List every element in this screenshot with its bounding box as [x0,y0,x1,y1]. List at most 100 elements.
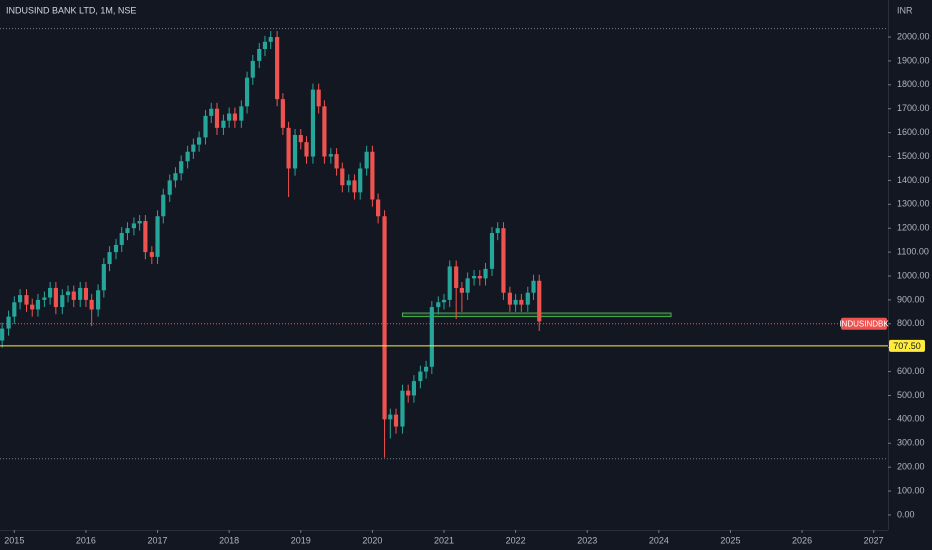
y-tick-label: 1000.00 [897,270,930,280]
candle-body [465,278,470,293]
candle-body [155,216,160,257]
candle-body [60,295,65,308]
candle-body [78,287,83,300]
candle-body [42,297,47,300]
x-tick-label: 2025 [720,535,740,545]
x-tick-label: 2020 [362,535,382,545]
candle-body [268,37,273,42]
candle-body [96,290,101,310]
candle-body [214,108,220,128]
candle-body [507,292,512,305]
x-tick-label: 2026 [792,535,812,545]
candle-body [304,142,309,157]
candle-body [334,154,339,169]
x-tick-label: 2016 [76,535,96,545]
candle-body [275,37,280,100]
candle-body [364,151,369,169]
candle-body [83,287,89,300]
candle-body [310,89,316,157]
candle-body [250,60,255,78]
candle-body [298,135,303,143]
candle-body [477,275,482,279]
candle-body [257,48,262,61]
candle-body [429,307,434,367]
candle-body [232,113,237,121]
candle-body [436,302,441,308]
x-tick-label: 2017 [148,535,168,545]
candle-body [173,173,178,181]
candle-body [30,304,35,310]
y-tick-label: 600.00 [897,366,925,376]
x-tick-label: 2015 [4,535,24,545]
x-tick-label: 2018 [219,535,239,545]
candle-body [406,390,411,396]
candle-body [0,328,5,341]
x-tick-label: 2024 [649,535,669,545]
candle-body [418,371,423,382]
y-tick-label: 900.00 [897,294,925,304]
candle-body [495,228,500,233]
candle-body [454,266,459,288]
candle-body [393,414,399,427]
candle-body [471,275,477,279]
x-tick-label: 2027 [864,535,884,545]
candle-body [244,77,250,107]
level-label: 707.50 [893,341,921,351]
candle-body [322,106,327,157]
candle-body [280,99,285,128]
candle-body [382,216,387,420]
candle-body [537,280,542,322]
y-tick-label: 1200.00 [897,223,930,233]
candle-body [125,228,130,233]
y-tick-label: 1100.00 [897,246,929,256]
x-tick-label: 2023 [577,535,597,545]
candle-body [441,299,447,303]
candle-body [376,199,381,217]
candle-body [286,127,291,169]
y-tick-label: 1400.00 [897,175,930,185]
candle-body [101,264,106,291]
candle-body [71,291,76,300]
candle-body [179,161,184,174]
candle-body [388,414,393,420]
candle-body [221,120,226,128]
candle-body [352,180,357,193]
chart-title: INDUSIND BANK LTD, 1M, NSE [6,5,136,15]
y-tick-label: 100.00 [897,485,925,495]
y-tick-label: 2000.00 [897,31,930,41]
candle-body [149,252,154,257]
currency-label: INR [897,5,913,15]
candle-body [35,299,41,310]
candle-body [12,302,17,317]
plot [0,28,888,460]
candle-body [203,115,208,138]
y-tick-label: 1500.00 [897,151,930,161]
level-badge [889,339,925,352]
candle-body [161,194,166,217]
candle-body [137,221,142,224]
x-tick-label: 2019 [291,535,311,545]
candle-body [119,232,124,245]
candle-body [131,223,137,229]
y-tick-label: 1800.00 [897,79,930,89]
zone [401,312,672,318]
candle-body [370,151,375,200]
y-tick-label: 1700.00 [897,103,930,113]
candle-body [107,252,112,265]
candle-body [53,287,58,308]
candle-body [65,291,71,296]
x-tick-label: 2021 [434,535,454,545]
candle-body [48,287,53,298]
candle-body [316,89,321,107]
candle-body [459,287,464,293]
candle-body [501,228,506,293]
candle-body [24,295,29,305]
candle-body [239,106,244,121]
x-tick-label: 2022 [506,535,526,545]
candle-body [531,280,536,293]
last-price-label: INDUSINDBK [839,319,889,328]
candle-body [411,381,417,396]
candle-body [191,144,196,152]
